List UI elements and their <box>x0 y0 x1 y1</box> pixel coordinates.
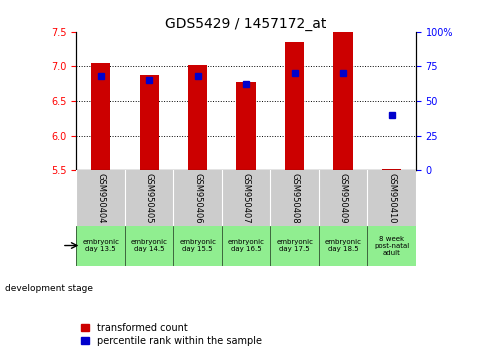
Text: GSM950406: GSM950406 <box>193 172 202 223</box>
Text: embryonic
day 18.5: embryonic day 18.5 <box>325 239 362 252</box>
Text: GSM950405: GSM950405 <box>145 173 154 223</box>
Bar <box>382 169 402 170</box>
Bar <box>188 65 207 170</box>
Text: GSM950407: GSM950407 <box>242 172 250 223</box>
Bar <box>91 63 110 170</box>
Bar <box>334 32 353 170</box>
Text: embryonic
day 16.5: embryonic day 16.5 <box>228 239 265 252</box>
Text: GSM950409: GSM950409 <box>338 173 348 223</box>
Bar <box>285 42 304 170</box>
Text: 8 week
post-natal
adult: 8 week post-natal adult <box>374 235 409 256</box>
Text: development stage: development stage <box>5 284 93 293</box>
Text: GSM950408: GSM950408 <box>290 172 299 223</box>
Title: GDS5429 / 1457172_at: GDS5429 / 1457172_at <box>165 17 327 31</box>
Text: GSM950410: GSM950410 <box>387 173 396 223</box>
Bar <box>140 75 159 170</box>
Legend: transformed count, percentile rank within the sample: transformed count, percentile rank withi… <box>81 323 262 346</box>
Bar <box>237 82 256 170</box>
Text: embryonic
day 13.5: embryonic day 13.5 <box>82 239 119 252</box>
Text: embryonic
day 17.5: embryonic day 17.5 <box>276 239 313 252</box>
Text: embryonic
day 15.5: embryonic day 15.5 <box>179 239 216 252</box>
Text: GSM950404: GSM950404 <box>96 173 105 223</box>
Text: embryonic
day 14.5: embryonic day 14.5 <box>130 239 168 252</box>
